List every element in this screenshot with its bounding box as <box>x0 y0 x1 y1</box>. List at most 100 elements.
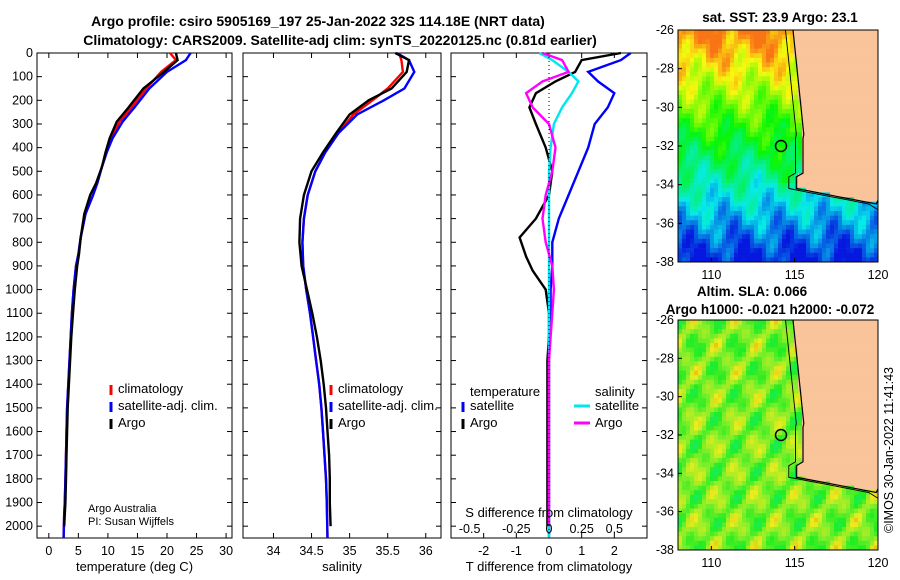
map-cell <box>706 141 711 147</box>
map-cell <box>822 169 827 175</box>
map-cell <box>866 99 871 105</box>
map-cell <box>870 53 875 59</box>
map-cell <box>778 366 783 371</box>
map-cell <box>786 430 791 436</box>
map-cell <box>686 407 691 413</box>
map-cell <box>690 527 695 532</box>
map-cell <box>698 71 703 77</box>
map-cell <box>814 338 819 344</box>
map-cell <box>802 257 807 263</box>
map-cell <box>802 215 807 221</box>
map-cell <box>714 210 719 216</box>
map-cell <box>754 343 759 348</box>
map-cell <box>838 57 843 63</box>
map-cell <box>838 146 843 151</box>
map-cell <box>746 329 751 335</box>
map-cell <box>814 43 819 49</box>
map-cell <box>834 257 839 263</box>
map-cell <box>770 192 775 198</box>
map-cell <box>774 94 779 100</box>
map-cell <box>690 379 695 385</box>
map-cell <box>874 113 879 119</box>
map-cell <box>682 412 687 417</box>
map-cell <box>746 462 751 468</box>
map-cell <box>798 76 803 82</box>
map-cell <box>834 504 839 509</box>
map-cell <box>722 398 727 404</box>
map-cell <box>678 127 683 133</box>
map-cell <box>706 545 711 551</box>
map-cell <box>854 338 859 344</box>
map-cell <box>798 343 803 348</box>
map-cell <box>770 416 775 422</box>
map-cell <box>802 178 807 184</box>
map-cell <box>770 169 775 175</box>
map-cell <box>834 407 839 413</box>
map-cell <box>846 425 851 431</box>
map-cell <box>766 536 771 542</box>
map-cell <box>778 384 783 390</box>
map-cell <box>794 329 799 335</box>
map-cell <box>798 234 803 240</box>
map-cell <box>790 252 795 258</box>
map-cell <box>746 458 751 463</box>
map-cell <box>818 462 823 468</box>
map-cell <box>722 471 727 477</box>
map-cell <box>682 81 687 86</box>
map-cell <box>794 85 799 91</box>
map-cell <box>690 94 695 100</box>
map-cell <box>766 53 771 59</box>
map-cell <box>786 215 791 221</box>
map-cell <box>734 94 739 100</box>
map-cell <box>834 187 839 193</box>
map-cell <box>838 508 843 514</box>
map-cell <box>814 453 819 459</box>
map-cell <box>782 104 787 110</box>
map-cell <box>770 94 775 100</box>
map-cell <box>822 536 827 542</box>
map-cell <box>766 320 771 325</box>
map-cell <box>718 48 723 54</box>
map-cell <box>842 448 847 454</box>
map-cell <box>786 57 791 63</box>
map-cell <box>678 540 683 546</box>
map-cell <box>794 370 799 376</box>
map-cell <box>830 517 835 523</box>
map-cell <box>766 467 771 473</box>
map-cell <box>690 453 695 459</box>
map-cell <box>814 113 819 119</box>
map-cell <box>718 57 723 63</box>
map-cell <box>694 462 699 468</box>
map-cell <box>714 494 719 500</box>
map-cell <box>822 257 827 263</box>
map-cell <box>738 343 743 348</box>
map-cell <box>694 425 699 431</box>
map-cell <box>806 48 811 54</box>
map-cell <box>782 366 787 371</box>
map-cell <box>702 522 707 528</box>
map-cell <box>714 448 719 454</box>
map-cell <box>718 352 723 358</box>
map-cell <box>786 62 791 68</box>
map-cell <box>846 481 851 486</box>
map-cell <box>774 393 779 399</box>
map-cell <box>754 476 759 482</box>
map-cell <box>718 169 723 175</box>
map-cell <box>726 234 731 240</box>
map-cell <box>734 122 739 128</box>
map-cell <box>722 375 727 381</box>
map-cell <box>858 192 863 198</box>
map-cell <box>842 122 847 128</box>
map-cell <box>706 85 711 91</box>
map-cell <box>778 99 783 105</box>
map-cell <box>754 467 759 473</box>
map-cell <box>766 338 771 344</box>
map-cell <box>758 379 763 385</box>
map-cell <box>790 257 795 263</box>
map-cell <box>790 471 795 477</box>
y-tick-label: 600 <box>12 188 33 202</box>
map-cell <box>798 361 803 367</box>
map-cell <box>834 476 839 482</box>
map-cell <box>694 150 699 156</box>
map-cell <box>850 173 855 179</box>
